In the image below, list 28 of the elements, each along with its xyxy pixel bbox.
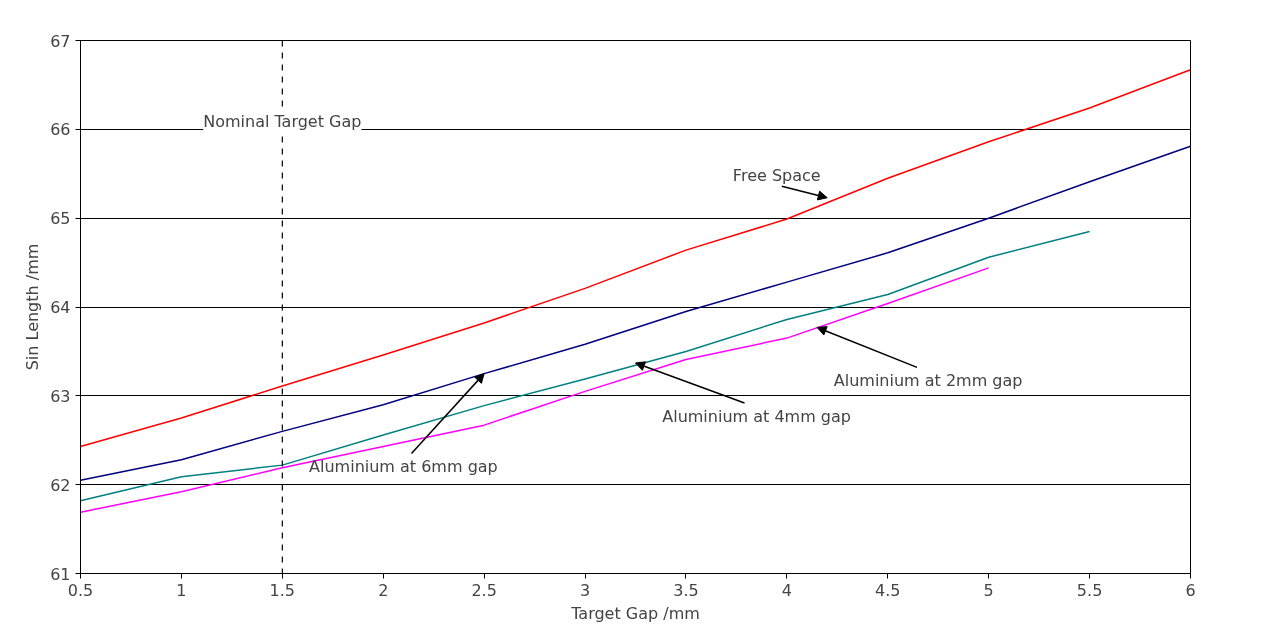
annotation: Free Space bbox=[732, 166, 821, 186]
x-tick-label: 4 bbox=[781, 580, 792, 600]
y-tick-label: 65 bbox=[50, 209, 71, 229]
annotation: Aluminium at 2mm gap bbox=[833, 371, 1023, 391]
y-axis-title: Sin Length /mm bbox=[23, 243, 43, 371]
y-tick-label: 66 bbox=[50, 120, 71, 140]
x-tick-label: 5.5 bbox=[1076, 580, 1103, 600]
x-tick-label: 5 bbox=[983, 580, 994, 600]
x-tick-label: 4.5 bbox=[875, 580, 901, 600]
line-series bbox=[80, 230, 1091, 502]
y-tick-label: 64 bbox=[50, 298, 71, 317]
x-tick-label: 2 bbox=[378, 580, 389, 600]
y-tick-label: 63 bbox=[50, 386, 71, 406]
x-tick-label: 1 bbox=[176, 580, 187, 600]
line-series bbox=[80, 267, 990, 513]
x-tick-label: 3.5 bbox=[673, 580, 699, 600]
x-tick-label: 6 bbox=[1185, 580, 1196, 600]
y-tick-label: 62 bbox=[50, 475, 71, 495]
x-tick-label: 2.5 bbox=[471, 580, 497, 600]
y-tick-label: 67 bbox=[50, 31, 71, 51]
x-axis-title: Target Gap /mm bbox=[570, 603, 700, 623]
line-series bbox=[80, 145, 1191, 481]
x-tick-label: 1.5 bbox=[269, 580, 296, 600]
annotation: Aluminium at 4mm gap bbox=[662, 406, 851, 426]
ref-line-label: Nominal Target Gap bbox=[203, 112, 362, 132]
line-series bbox=[80, 69, 1191, 448]
x-tick-label: 3 bbox=[579, 580, 591, 600]
annotation: Aluminium at 6mm gap bbox=[309, 457, 498, 477]
